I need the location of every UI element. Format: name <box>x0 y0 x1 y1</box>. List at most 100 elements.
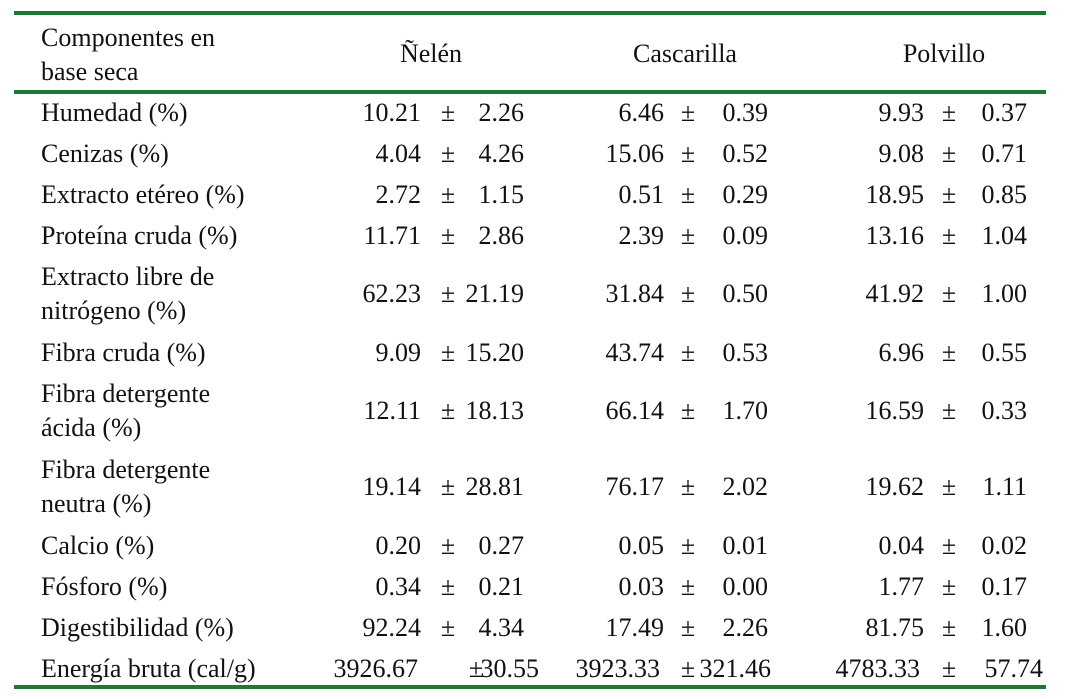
row-label: Fósforo (%) <box>41 570 167 604</box>
cell-mean: 3923.33 <box>575 654 661 683</box>
plus-minus-symbol: ± <box>440 279 456 308</box>
plus-minus-symbol: ± <box>440 396 456 425</box>
cell-sd: 0.52 <box>722 139 769 168</box>
plus-minus-symbol: ± <box>440 531 456 560</box>
row-label-line: ácida (%) <box>41 413 142 442</box>
row-label-line: nitrógeno (%) <box>41 296 187 325</box>
plus-minus-symbol: ± <box>680 531 696 560</box>
row-label-line: Extracto libre de <box>41 262 215 291</box>
cell-mean: 6.46 <box>618 98 665 127</box>
cell-mean: 2.39 <box>618 221 665 250</box>
row-label: Digestibilidad (%) <box>41 611 234 645</box>
cell-mean: 0.20 <box>375 531 422 560</box>
cell-mean: 18.95 <box>865 180 925 209</box>
header-rule <box>14 90 1046 94</box>
cell-mean: 15.06 <box>605 139 665 168</box>
plus-minus-symbol: ± <box>680 180 696 209</box>
row-label-line: Fibra detergente <box>41 455 211 484</box>
cell-sd: 321.46 <box>699 654 772 683</box>
plus-minus-symbol: ± <box>941 613 957 642</box>
cell-sd: 0.02 <box>981 531 1028 560</box>
plus-minus-symbol: ± <box>680 279 696 308</box>
cell-mean: 11.71 <box>363 221 421 250</box>
row-label: Extracto libre de nitrógeno (%) <box>41 260 214 328</box>
cell-mean: 76.17 <box>605 472 665 501</box>
plus-minus-symbol: ± <box>680 338 696 367</box>
row-label-line: Cenizas (%) <box>41 139 169 168</box>
row-label: Fibra detergente ácida (%) <box>41 377 210 445</box>
row-label-line: neutra (%) <box>41 489 152 518</box>
top-rule <box>14 11 1046 15</box>
cell-mean: 0.34 <box>375 572 422 601</box>
cell-sd: 4.34 <box>478 613 525 642</box>
plus-minus-symbol: ± <box>941 472 957 501</box>
plus-minus-symbol: ± <box>941 279 957 308</box>
cell-sd: 0.39 <box>722 98 769 127</box>
cell-sd: 0.71 <box>981 139 1028 168</box>
row-label-line: Extracto etéreo (%) <box>41 180 245 209</box>
header-nelen: Ñelén <box>399 39 463 68</box>
cell-mean: 9.08 <box>878 139 925 168</box>
cell-sd: 0.37 <box>981 98 1028 127</box>
header-polvillo: Polvillo <box>902 39 986 68</box>
cell-sd: 1.11 <box>982 472 1027 501</box>
cell-mean: 6.96 <box>878 338 925 367</box>
cell-mean: 1.77 <box>878 572 925 601</box>
row-label-line: Fibra detergente <box>41 379 211 408</box>
plus-minus-symbol: ± <box>440 180 456 209</box>
cell-mean: 41.92 <box>865 279 925 308</box>
cell-sd: 1.00 <box>981 279 1028 308</box>
row-label: Proteína cruda (%) <box>41 219 237 253</box>
cell-mean: 81.75 <box>865 613 925 642</box>
plus-minus-symbol: ± <box>941 180 957 209</box>
plus-minus-symbol: ± <box>941 139 957 168</box>
cell-sd: 0.55 <box>981 338 1028 367</box>
cell-sd: 2.26 <box>722 613 769 642</box>
row-label-line: Fibra cruda (%) <box>41 338 206 367</box>
bottom-rule <box>14 685 1046 689</box>
plus-minus-symbol: ± <box>941 654 957 683</box>
plus-minus-symbol: ± <box>680 139 696 168</box>
plus-minus-symbol: ± <box>941 572 957 601</box>
plus-minus-symbol: ± <box>941 338 957 367</box>
cell-sd: 1.70 <box>722 396 769 425</box>
plus-minus-symbol: ± <box>941 531 957 560</box>
plus-minus-symbol: ± <box>468 654 484 683</box>
row-label: Calcio (%) <box>41 529 154 563</box>
cell-mean: 3926.67 <box>333 654 419 683</box>
cell-mean: 17.49 <box>605 613 665 642</box>
row-label: Fibra cruda (%) <box>41 336 206 370</box>
header-components: Componentes en base seca <box>41 21 215 89</box>
plus-minus-symbol: ± <box>680 654 696 683</box>
cell-mean: 10.21 <box>362 98 422 127</box>
plus-minus-symbol: ± <box>680 98 696 127</box>
plus-minus-symbol: ± <box>680 472 696 501</box>
cell-mean: 0.05 <box>618 531 665 560</box>
row-label: Fibra detergente neutra (%) <box>41 453 210 521</box>
cell-sd: 0.33 <box>981 396 1028 425</box>
cell-sd: 15.20 <box>465 338 525 367</box>
cell-sd: 0.85 <box>981 180 1028 209</box>
row-label-line: Humedad (%) <box>41 98 188 127</box>
plus-minus-symbol: ± <box>680 221 696 250</box>
cell-sd: 0.50 <box>722 279 769 308</box>
cell-mean: 62.23 <box>362 279 422 308</box>
plus-minus-symbol: ± <box>941 396 957 425</box>
cell-mean: 0.04 <box>878 531 925 560</box>
row-label: Energía bruta (cal/g) <box>41 652 256 686</box>
plus-minus-symbol: ± <box>440 613 456 642</box>
cell-sd: 1.60 <box>981 613 1028 642</box>
cell-mean: 4.04 <box>375 139 422 168</box>
plus-minus-symbol: ± <box>680 613 696 642</box>
header-components-line2: base seca <box>41 57 139 86</box>
cell-sd: 0.53 <box>722 338 769 367</box>
cell-mean: 92.24 <box>362 613 422 642</box>
cell-mean: 43.74 <box>605 338 665 367</box>
plus-minus-symbol: ± <box>941 98 957 127</box>
plus-minus-symbol: ± <box>440 572 456 601</box>
cell-mean: 16.59 <box>865 396 925 425</box>
cell-sd: 1.04 <box>981 221 1028 250</box>
cell-sd: 30.55 <box>480 654 540 683</box>
cell-mean: 31.84 <box>605 279 665 308</box>
cell-sd: 0.00 <box>722 572 769 601</box>
